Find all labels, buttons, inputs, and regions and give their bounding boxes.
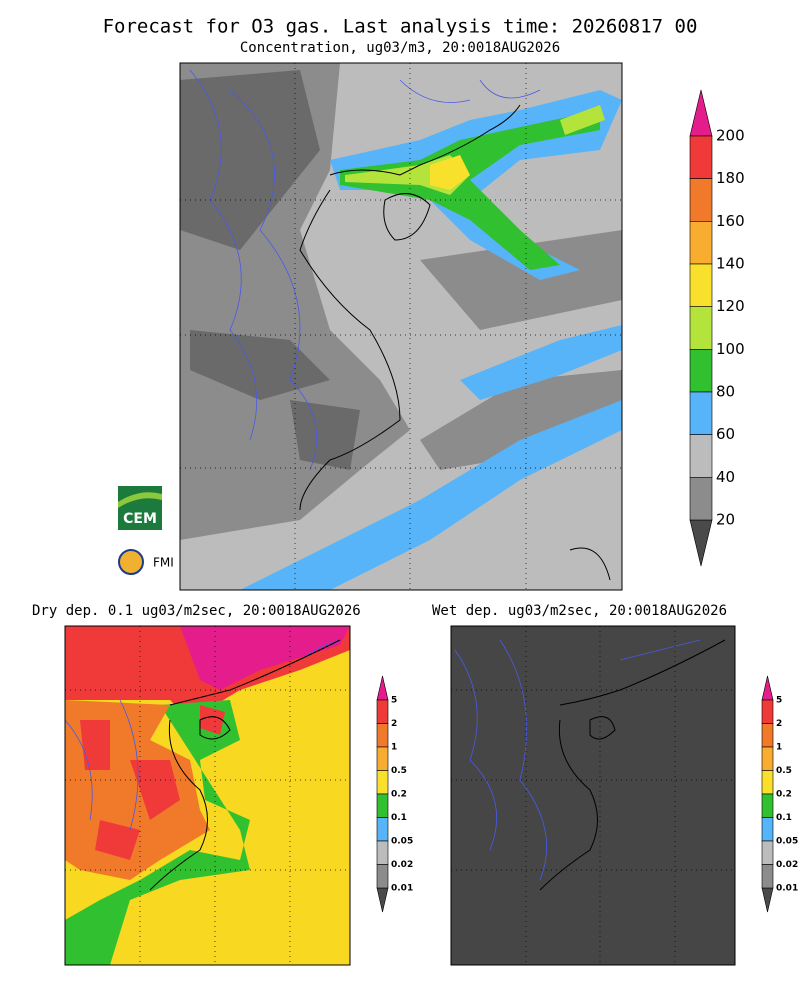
colorbar-label: 40 xyxy=(716,468,735,486)
colorbar-label: 160 xyxy=(716,212,745,230)
colorbar-label: 100 xyxy=(716,340,745,358)
colorbar-bin xyxy=(761,723,774,748)
colorbar-bin xyxy=(761,793,774,818)
colorbar-bin xyxy=(761,770,774,795)
colorbar-bin xyxy=(689,391,713,435)
colorbar-bin xyxy=(761,864,774,889)
colorbar-label: 1 xyxy=(391,743,397,753)
colorbar-over xyxy=(761,675,774,701)
colorbar-label: 0.02 xyxy=(391,860,413,870)
main-map xyxy=(179,62,623,591)
colorbar-bin xyxy=(761,840,774,865)
dry-dep-map xyxy=(64,625,351,966)
colorbar-bin xyxy=(689,263,713,307)
colorbar-label: 2 xyxy=(776,719,782,729)
colorbar-over xyxy=(689,89,713,137)
colorbar-under xyxy=(761,887,774,913)
colorbar-bin xyxy=(376,840,389,865)
colorbar-bin xyxy=(689,135,713,179)
colorbar-label: 0.01 xyxy=(391,884,413,894)
colorbar-label: 120 xyxy=(716,297,745,315)
colorbar-label: 140 xyxy=(716,255,745,273)
colorbar-label: 180 xyxy=(716,169,745,187)
colorbar-over xyxy=(376,675,389,701)
colorbar-label: 0.02 xyxy=(776,860,798,870)
colorbar-label: 0.2 xyxy=(391,790,407,800)
colorbar-label: 200 xyxy=(716,127,745,145)
colorbar-bin xyxy=(689,178,713,222)
colorbar-label: 0.2 xyxy=(776,790,792,800)
colorbar-bin xyxy=(376,864,389,889)
subtitle: Concentration, ug03/m3, 20:0018AUG2026 xyxy=(240,40,560,56)
colorbar-bin xyxy=(376,723,389,748)
colorbar-label: 20 xyxy=(716,511,735,529)
wet-dep-map xyxy=(450,625,736,966)
colorbar-bin xyxy=(689,434,713,478)
panel-title: Dry dep. 0.1 ug03/m2sec, 20:0018AUG2026 xyxy=(32,603,361,619)
colorbar-bin xyxy=(376,746,389,771)
colorbar-label: 0.05 xyxy=(391,837,413,847)
colorbar-label: 60 xyxy=(716,425,735,443)
colorbar-under xyxy=(689,519,713,567)
colorbar-label: 0.1 xyxy=(776,813,792,823)
fmi-logo: FMI xyxy=(118,549,174,575)
colorbar-bin xyxy=(689,221,713,265)
colorbar-label: 1 xyxy=(776,743,782,753)
panel-title: Wet dep. ug03/m2sec, 20:0018AUG2026 xyxy=(432,603,727,619)
colorbar-bin xyxy=(376,699,389,724)
colorbar-bin xyxy=(376,770,389,795)
colorbar-bin xyxy=(689,306,713,350)
colorbar-bin xyxy=(761,699,774,724)
colorbar-label: 2 xyxy=(391,719,397,729)
colorbar-label: 0.01 xyxy=(776,884,798,894)
title: Forecast for O3 gas. Last analysis time:… xyxy=(103,16,698,38)
cem-label: CEM xyxy=(123,511,157,527)
colorbar-label: 5 xyxy=(391,696,397,706)
colorbar-label: 0.5 xyxy=(391,766,407,776)
colorbar-bin xyxy=(376,793,389,818)
colorbar-under xyxy=(376,887,389,913)
colorbar-label: 5 xyxy=(776,696,782,706)
colorbar-label: 0.05 xyxy=(776,837,798,847)
colorbar-bin xyxy=(376,817,389,842)
colorbar-bin xyxy=(761,746,774,771)
fmi-label: FMI xyxy=(153,556,174,570)
colorbar-label: 80 xyxy=(716,383,735,401)
colorbar-label: 0.1 xyxy=(391,813,407,823)
colorbar-bin xyxy=(689,477,713,521)
colorbar-label: 0.5 xyxy=(776,766,792,776)
colorbar-bin xyxy=(761,817,774,842)
cem-logo: CEM xyxy=(118,486,162,530)
colorbar-bin xyxy=(689,349,713,393)
